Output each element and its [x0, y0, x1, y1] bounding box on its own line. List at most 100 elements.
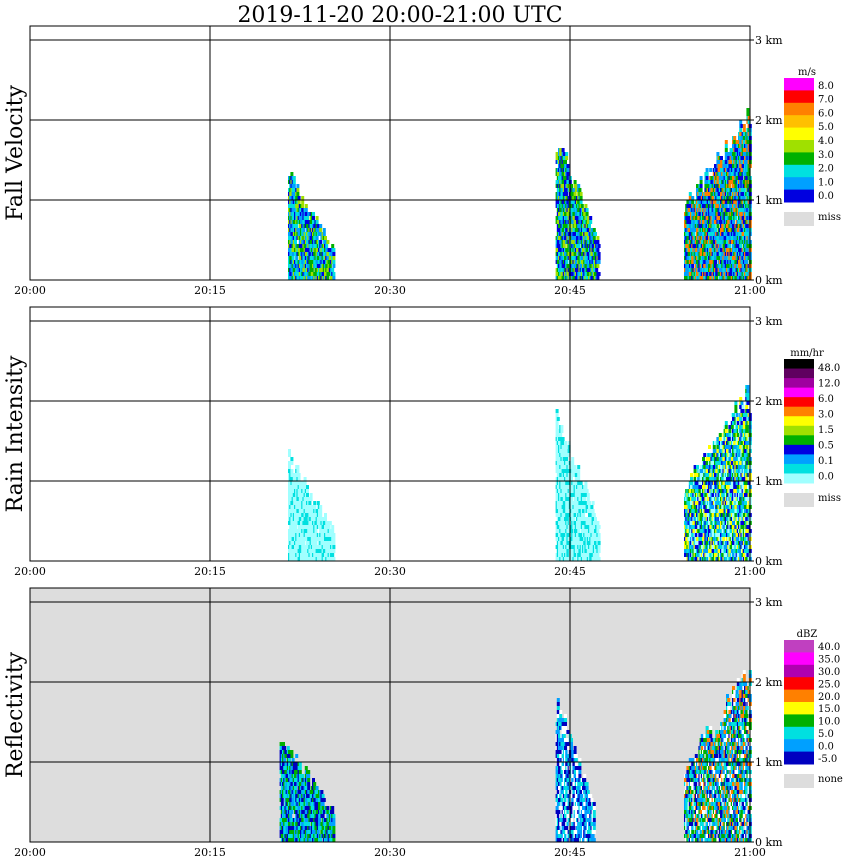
echo-pixel	[716, 477, 720, 481]
echo-pixel	[570, 184, 573, 188]
colorbar-label: 4.0	[818, 136, 834, 147]
echo-pixel	[718, 437, 722, 441]
echo-pixel	[562, 152, 566, 156]
echo-pixel	[702, 457, 705, 461]
echo-pixel	[571, 549, 575, 553]
echo-pixel	[723, 489, 727, 493]
echo-pixel	[747, 120, 751, 124]
echo-pixel	[692, 509, 696, 513]
echo-pixel	[740, 176, 744, 180]
echo-pixel	[693, 505, 697, 509]
echo-pixel	[594, 557, 597, 561]
echo-pixel	[705, 180, 709, 184]
echo-pixel	[565, 449, 569, 453]
echo-pixel	[304, 220, 308, 224]
echo-pixel	[571, 465, 575, 469]
echo-pixel	[746, 244, 750, 248]
echo-pixel	[733, 489, 737, 493]
echo-pixel	[301, 525, 305, 529]
echo-pixel	[571, 256, 575, 260]
echo-pixel	[292, 473, 296, 477]
echo-pixel	[289, 533, 293, 537]
echo-pixel	[583, 497, 587, 501]
echo-pixel	[294, 252, 297, 256]
echo-pixel	[314, 268, 318, 272]
echo-pixel	[734, 276, 738, 280]
echo-pixel	[733, 481, 737, 485]
echo-pixel	[290, 457, 294, 461]
echo-pixel	[729, 152, 733, 156]
echo-pixel	[715, 533, 719, 537]
echo-pixel	[328, 264, 332, 268]
echo-pixel	[561, 537, 565, 541]
echo-pixel	[290, 172, 294, 176]
echo-pixel	[699, 192, 703, 196]
echo-pixel	[304, 204, 308, 208]
colorbar-swatch	[784, 140, 814, 153]
echo-pixel	[576, 505, 579, 509]
echo-pixel	[585, 489, 589, 493]
echo-pixel	[588, 517, 591, 521]
echo-pixel	[584, 256, 588, 260]
echo-pixel	[577, 529, 581, 533]
echo-pixel	[714, 164, 717, 168]
echo-pixel	[724, 212, 728, 216]
echo-pixel	[700, 276, 704, 280]
echo-pixel	[584, 481, 588, 485]
echo-pixel	[597, 549, 601, 553]
echo-pixel	[313, 501, 317, 505]
x-tick-label: 20:15	[194, 284, 226, 297]
echo-pixel	[313, 549, 317, 553]
echo-pixel	[572, 517, 576, 521]
echo-pixel	[596, 521, 600, 525]
echo-pixel	[585, 212, 589, 216]
echo-pixel	[566, 541, 570, 545]
echo-pixel	[571, 469, 575, 473]
echo-pixel	[561, 453, 565, 457]
echo-pixel	[730, 425, 734, 429]
echo-pixel	[562, 509, 566, 513]
echo-pixel	[720, 160, 723, 164]
echo-pixel	[573, 192, 577, 196]
echo-pixel	[708, 521, 711, 525]
echo-pixel	[577, 212, 581, 216]
echo-pixel	[685, 240, 689, 244]
echo-pixel	[309, 256, 313, 260]
echo-pixel	[710, 176, 714, 180]
echo-pixel	[711, 493, 715, 497]
echo-pixel	[562, 493, 566, 497]
echo-pixel	[300, 264, 303, 268]
echo-pixel	[691, 260, 695, 264]
echo-pixel	[699, 184, 703, 188]
echo-pixel	[578, 533, 582, 537]
echo-pixel	[590, 549, 594, 553]
echo-pixel	[306, 545, 309, 549]
echo-pixel	[710, 477, 714, 481]
echo-pixel	[727, 437, 731, 441]
echo-pixel	[723, 461, 727, 465]
echo-pixel	[705, 461, 709, 465]
echo-pixel	[322, 549, 326, 553]
echo-pixel	[724, 204, 728, 208]
echo-pixel	[310, 533, 314, 537]
echo-pixel	[744, 148, 747, 152]
echo-pixel	[686, 204, 690, 208]
echo-pixel	[691, 264, 695, 268]
echo-pixel	[562, 244, 566, 248]
echo-pixel	[559, 148, 563, 152]
echo-pixel	[296, 509, 300, 513]
x-tick-label: 20:45	[554, 284, 586, 297]
echo-pixel	[556, 244, 560, 248]
echo-pixel	[730, 461, 734, 465]
echo-pixel	[313, 252, 317, 256]
echo-pixel	[706, 192, 710, 196]
echo-pixel	[288, 232, 291, 236]
echo-pixel	[319, 517, 323, 521]
echo-pixel	[727, 509, 731, 513]
echo-pixel	[711, 256, 715, 260]
echo-pixel	[566, 513, 570, 517]
colorbar-swatch	[784, 115, 814, 129]
echo-pixel	[562, 240, 566, 244]
